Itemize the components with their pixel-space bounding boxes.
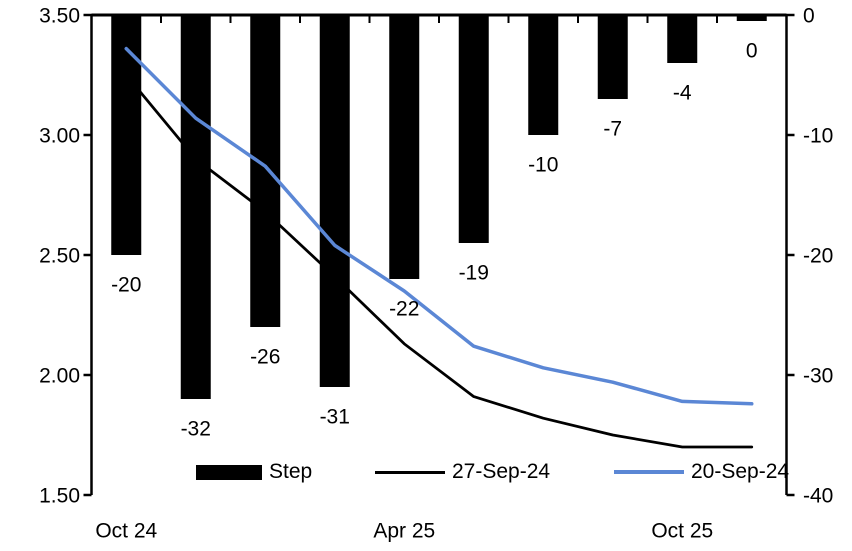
legend-item-27-sep-24: 27-Sep-24 <box>375 459 550 485</box>
bar-step-5 <box>458 15 489 243</box>
x-axis-label: Oct 24 <box>95 519 157 542</box>
left-axis-tick-label: 1.50 <box>39 484 80 507</box>
bar-step-7 <box>597 15 628 99</box>
bar-step-4 <box>389 15 420 279</box>
bar-data-label: 0 <box>746 39 758 62</box>
bar-data-label: -26 <box>250 345 280 368</box>
bar-step-6 <box>528 15 559 135</box>
legend-label-20-sep-24: 20-Sep-24 <box>691 460 790 483</box>
bar-step-9 <box>736 15 767 21</box>
bar-data-label: -22 <box>389 297 419 320</box>
legend-line-swatch-blue <box>614 470 684 474</box>
line-series-27-Sep-24 <box>124 73 754 449</box>
x-axis-label: Apr 25 <box>373 519 435 542</box>
bar-step-2 <box>250 15 281 327</box>
bar-data-label: -20 <box>111 273 141 296</box>
legend-line-swatch-black <box>375 470 445 474</box>
line-series-20-Sep-24 <box>124 46 754 406</box>
left-axis-tick-label: 3.50 <box>39 4 80 27</box>
legend-bar-swatch <box>196 464 262 480</box>
legend-label-27-sep-24: 27-Sep-24 <box>452 460 551 483</box>
right-axis-tick-label: 0 <box>803 4 815 27</box>
right-axis-tick-label: -20 <box>803 244 833 267</box>
right-axis-tick-label: -40 <box>803 484 833 507</box>
legend-item-step: Step <box>196 459 312 485</box>
right-axis-tick-label: -10 <box>803 124 833 147</box>
left-axis-tick-label: 2.50 <box>39 244 80 267</box>
bar-data-label: -4 <box>673 81 692 104</box>
bar-data-label: -19 <box>459 261 489 284</box>
bar-step-0 <box>111 15 142 255</box>
bar-step-3 <box>319 15 350 387</box>
bar-data-label: -31 <box>320 405 350 428</box>
bar-data-label: -10 <box>528 153 558 176</box>
bar-data-label: -7 <box>603 117 622 140</box>
legend-label-step: Step <box>269 460 313 483</box>
right-axis-tick-label: -30 <box>803 364 833 387</box>
left-axis-tick-label: 3.00 <box>39 124 80 147</box>
bar-step-1 <box>180 15 211 399</box>
legend-item-20-sep-24: 20-Sep-24 <box>614 459 789 485</box>
x-axis-label: Oct 25 <box>651 519 713 542</box>
bar-step-8 <box>667 15 698 63</box>
left-axis-tick-label: 2.00 <box>39 364 80 387</box>
bar-data-label: -32 <box>181 417 211 440</box>
